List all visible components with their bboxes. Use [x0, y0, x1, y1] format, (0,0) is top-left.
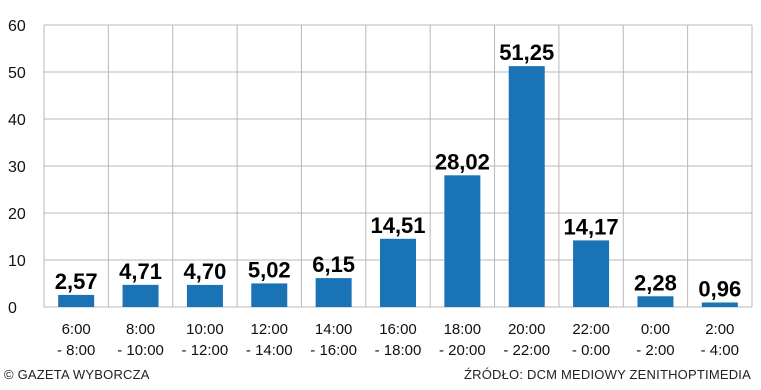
value-label: 4,71 [119, 259, 162, 284]
x-tick-label: 20:00 [508, 321, 546, 338]
x-tick-label: - 8:00 [57, 342, 95, 359]
x-tick-label: - 4:00 [701, 342, 739, 359]
bar [701, 302, 738, 307]
value-labels: 2,57 4,71 4,70 5,02 6,15 14,51 28,02 51,25 14,17… [55, 40, 741, 301]
bar [122, 284, 159, 307]
x-tick-label: 6:00 [62, 321, 91, 338]
x-tick-label: - 18:00 [375, 342, 422, 359]
x-tick-label: - 14:00 [246, 342, 293, 359]
bar [58, 294, 95, 307]
value-label: 14,17 [564, 214, 619, 239]
x-tick-label: 8:00 [126, 321, 155, 338]
y-tick-label: 60 [8, 18, 26, 35]
y-tick-label: 50 [8, 65, 26, 82]
value-label: 51,25 [499, 40, 554, 65]
bar [637, 296, 674, 307]
value-label: 0,96 [698, 276, 741, 301]
x-tick-label: - 12:00 [182, 342, 229, 359]
bar [573, 240, 610, 307]
x-tick-label: 14:00 [315, 321, 353, 338]
value-label: 28,02 [435, 149, 490, 174]
x-tick-label: 2:00 [705, 321, 734, 338]
x-tick-label: 18:00 [444, 321, 482, 338]
bar [251, 283, 288, 307]
x-tick-label: - 0:00 [572, 342, 610, 359]
y-tick-label: 10 [8, 253, 26, 270]
x-tick-label: 10:00 [186, 321, 224, 338]
y-tick-label: 0 [8, 300, 17, 317]
x-tick-label: 0:00 [641, 321, 670, 338]
value-label: 2,57 [55, 269, 98, 294]
copyright-text: © GAZETA WYBORCZA [4, 367, 150, 382]
x-tick-label: - 20:00 [439, 342, 486, 359]
y-tick-label: 30 [8, 159, 26, 176]
value-label: 6,15 [312, 252, 355, 277]
value-label: 5,02 [248, 257, 291, 282]
value-label: 2,28 [634, 270, 677, 295]
bar [380, 238, 416, 307]
x-tick-label: 16:00 [379, 321, 417, 338]
x-tick-label: 22:00 [572, 321, 610, 338]
bars [58, 66, 738, 307]
x-axis-ticks: 6:00 - 8:00 8:00 - 10:00 10:00 - 12:00 12:00 - … [57, 321, 739, 359]
y-tick-label: 20 [8, 206, 26, 223]
bar [315, 278, 352, 307]
value-label: 14,51 [370, 213, 425, 238]
y-axis-ticks: 0 10 20 30 40 50 60 [8, 18, 26, 317]
x-tick-label: 12:00 [250, 321, 288, 338]
bar [508, 66, 545, 307]
bar [186, 284, 223, 307]
source-text: ŹRÓDŁO: DCM MEDIOWY ZENITHOPTIMEDIA [464, 367, 751, 382]
y-tick-label: 40 [8, 112, 26, 129]
x-tick-label: - 10:00 [117, 342, 164, 359]
x-tick-label: - 22:00 [503, 342, 550, 359]
grid-lines [43, 24, 753, 308]
x-tick-label: - 2:00 [636, 342, 674, 359]
bar [444, 175, 481, 307]
value-label: 4,70 [183, 259, 226, 284]
x-tick-label: - 16:00 [310, 342, 357, 359]
